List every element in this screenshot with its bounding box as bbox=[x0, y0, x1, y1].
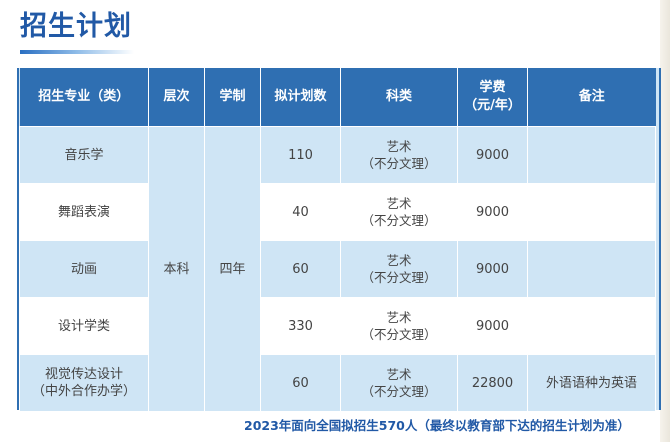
header-major: 招生专业（类） bbox=[19, 68, 149, 127]
header-level: 层次 bbox=[148, 68, 205, 127]
cell-remark bbox=[527, 240, 656, 298]
title-underline bbox=[20, 50, 134, 54]
category-line2: （不分文理） bbox=[361, 384, 437, 399]
header-duration: 学制 bbox=[204, 68, 261, 127]
cell-fee: 9000 bbox=[457, 126, 528, 184]
major-line2: （中外合作办学） bbox=[31, 384, 136, 399]
cell-plan: 60 bbox=[260, 240, 341, 298]
header-fee: 学费 （元/年） bbox=[457, 68, 528, 127]
table-row: 音乐学 本科 四年 110 艺术 （不分文理） 9000 bbox=[19, 126, 656, 412]
category-line2: （不分文理） bbox=[361, 213, 437, 228]
major-line1: 视觉传达设计 bbox=[44, 367, 123, 382]
table-row: 视觉传达设计 （中外合作办学） 60 艺术 （不分文理） 22800 外语语种为… bbox=[19, 354, 656, 412]
table-row: 舞蹈表演 40 艺术 （不分文理） 9000 bbox=[19, 183, 656, 241]
cell-category: 艺术 （不分文理） bbox=[340, 183, 458, 241]
cell-plan: 60 bbox=[260, 354, 341, 412]
table-row: 动画 60 艺术 （不分文理） 9000 bbox=[19, 240, 656, 298]
category-line2: （不分文理） bbox=[361, 327, 437, 342]
category-line2: （不分文理） bbox=[361, 270, 437, 285]
cell-remark bbox=[527, 126, 656, 184]
category-line2: （不分文理） bbox=[361, 156, 437, 171]
cell-major: 音乐学 bbox=[19, 126, 149, 184]
cell-fee: 9000 bbox=[457, 297, 528, 355]
cell-category: 艺术 （不分文理） bbox=[340, 240, 458, 298]
cell-major: 视觉传达设计 （中外合作办学） bbox=[19, 354, 149, 412]
cell-major: 设计学类 bbox=[19, 297, 149, 355]
category-line1: 艺术 bbox=[386, 253, 412, 268]
cell-fee: 22800 bbox=[457, 354, 528, 412]
cell-remark bbox=[527, 183, 656, 241]
cell-remark: 外语语种为英语 bbox=[527, 354, 656, 412]
cell-fee: 9000 bbox=[457, 240, 528, 298]
cell-major: 舞蹈表演 bbox=[19, 183, 149, 241]
header-category: 科类 bbox=[340, 68, 458, 127]
cell-category: 艺术 （不分文理） bbox=[340, 297, 458, 355]
header-fee-line1: 学费 bbox=[479, 80, 506, 95]
cell-duration: 四年 bbox=[204, 126, 261, 412]
cell-category: 艺术 （不分文理） bbox=[340, 126, 458, 184]
cell-fee: 9000 bbox=[457, 183, 528, 241]
title-block: 招生计划 bbox=[20, 10, 134, 54]
cell-plan: 40 bbox=[260, 183, 341, 241]
header-fee-line2: （元/年） bbox=[464, 98, 521, 113]
enrollment-table-container: 招生专业（类） 层次 学制 拟计划数 科类 学费 （元/年） 备注 音乐学 本科… bbox=[17, 68, 661, 412]
page-edge-decoration bbox=[660, 0, 670, 442]
header-plan: 拟计划数 bbox=[260, 68, 341, 127]
footnote: 2023年面向全国拟招生570人（最终以教育部下达的招生计划为准） bbox=[244, 418, 630, 433]
cell-plan: 330 bbox=[260, 297, 341, 355]
table-header-row: 招生专业（类） 层次 学制 拟计划数 科类 学费 （元/年） 备注 bbox=[19, 68, 656, 127]
category-line1: 艺术 bbox=[386, 196, 412, 211]
cell-plan: 110 bbox=[260, 126, 341, 184]
category-line1: 艺术 bbox=[386, 367, 412, 382]
header-remark: 备注 bbox=[527, 68, 656, 127]
category-line1: 艺术 bbox=[386, 139, 412, 154]
table-row: 设计学类 330 艺术 （不分文理） 9000 bbox=[19, 297, 656, 355]
cell-level: 本科 bbox=[148, 126, 205, 412]
cell-category: 艺术 （不分文理） bbox=[340, 354, 458, 412]
page-title: 招生计划 bbox=[20, 11, 132, 42]
enrollment-plan-table: 招生专业（类） 层次 学制 拟计划数 科类 学费 （元/年） 备注 音乐学 本科… bbox=[19, 68, 656, 412]
category-line1: 艺术 bbox=[386, 310, 412, 325]
cell-major: 动画 bbox=[19, 240, 149, 298]
cell-remark bbox=[527, 297, 656, 355]
